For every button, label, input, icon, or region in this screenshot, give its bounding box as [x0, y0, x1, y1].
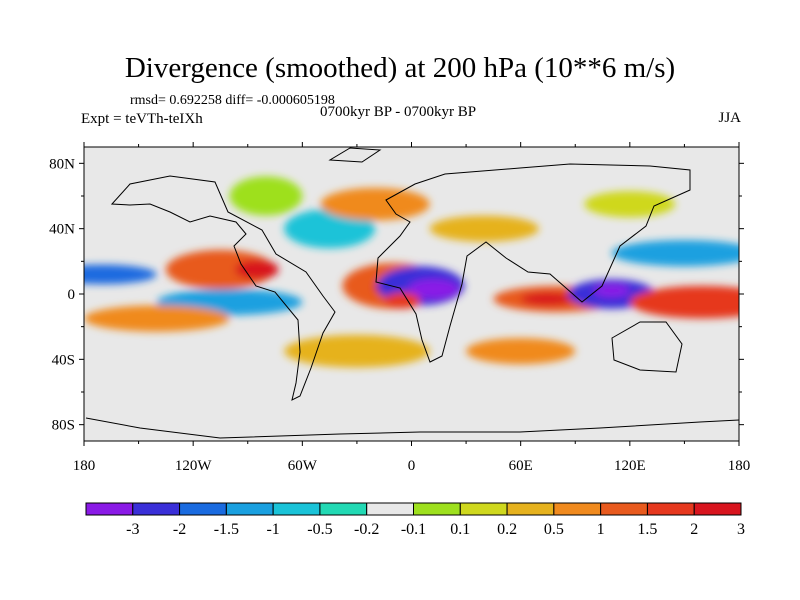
colorbar-label: 3	[737, 521, 745, 538]
lat-tick-label: 40N	[49, 222, 75, 238]
lon-tick-label: 120W	[175, 458, 213, 474]
divergence-patch	[284, 334, 430, 368]
lon-tick-label: 120E	[614, 458, 646, 474]
latitude-axis: 80N 40N 0 40S 80S	[49, 156, 744, 434]
divergence-field	[84, 176, 739, 368]
longitude-axis: 180 120W 60W 0 60E 120E 180	[73, 142, 751, 474]
colorbar-label: -0.1	[401, 521, 426, 538]
lon-tick-label: 60W	[288, 458, 318, 474]
lon-tick-label: 180	[728, 458, 751, 474]
colorbar-label: -1	[266, 521, 279, 538]
lat-tick-label: 80S	[52, 418, 75, 434]
divergence-patch	[407, 279, 459, 299]
colorbar-label: -0.2	[354, 521, 379, 538]
divergence-patch	[466, 338, 576, 365]
experiment-label: Expt = teVTh-teIXh	[81, 111, 203, 127]
colorbar-swatch	[179, 502, 227, 516]
lat-tick-label: 80N	[49, 156, 75, 172]
divergence-patch	[320, 187, 430, 221]
colorbar-label: 0.1	[450, 521, 470, 538]
lon-tick-label: 180	[73, 458, 96, 474]
divergence-patch	[84, 264, 157, 285]
colorbar-swatch	[319, 502, 368, 516]
divergence-patch	[84, 305, 230, 332]
colorbar-swatch	[600, 502, 648, 516]
colorbar-label: 0.5	[544, 521, 564, 538]
divergence-patch	[429, 215, 539, 242]
lon-tick-label: 0	[408, 458, 416, 474]
colorbar-swatch	[506, 502, 555, 516]
map-title: Divergence (smoothed) at 200 hPa (10**6 …	[124, 52, 676, 84]
season-label: JJA	[718, 110, 741, 126]
divergence-patch	[165, 249, 276, 290]
stats-label: rmsd= 0.692258 diff= -0.000605198	[130, 93, 335, 108]
colorbar-swatch	[85, 502, 134, 516]
divergence-patch	[611, 240, 739, 267]
divergence-patch	[584, 191, 676, 218]
colorbar-swatch	[693, 502, 742, 516]
colorbar-label: -0.5	[307, 521, 332, 538]
divergence-patch	[229, 176, 303, 216]
colorbar-label: 0.2	[497, 521, 517, 538]
divergence-patch	[593, 284, 630, 298]
coastlines	[85, 147, 739, 439]
colorbar-swatch	[413, 502, 461, 516]
colorbar-label: 1	[597, 521, 605, 538]
colorbar-swatch	[272, 502, 321, 516]
divergence-patch	[520, 292, 576, 306]
colorbar-swatch	[132, 502, 181, 516]
divergence-patch	[235, 259, 279, 280]
colorbar-swatch	[646, 502, 695, 516]
colorbar-label: -1.5	[214, 521, 239, 538]
divergence-patch	[384, 292, 421, 309]
colorbar: -3 -2 -1.5 -1 -0.5 -0.2 -0.1 0.1 0.2 0.5 1 1.5 2 3	[85, 502, 745, 538]
colorbar-label: 2	[690, 521, 698, 538]
colorbar-label: -2	[173, 521, 186, 538]
lon-tick-label: 60E	[509, 458, 533, 474]
colorbar-label: 1.5	[637, 521, 657, 538]
colorbar-swatch	[366, 502, 415, 516]
period-label: 0700kyr BP - 0700kyr BP	[320, 104, 477, 120]
colorbar-swatch	[225, 502, 274, 516]
colorbar-swatch	[553, 502, 602, 516]
lat-tick-label: 0	[68, 287, 76, 303]
divergence-patch	[629, 285, 739, 319]
colorbar-label: -3	[126, 521, 139, 538]
lat-tick-label: 40S	[52, 352, 75, 368]
colorbar-swatch	[459, 502, 508, 516]
